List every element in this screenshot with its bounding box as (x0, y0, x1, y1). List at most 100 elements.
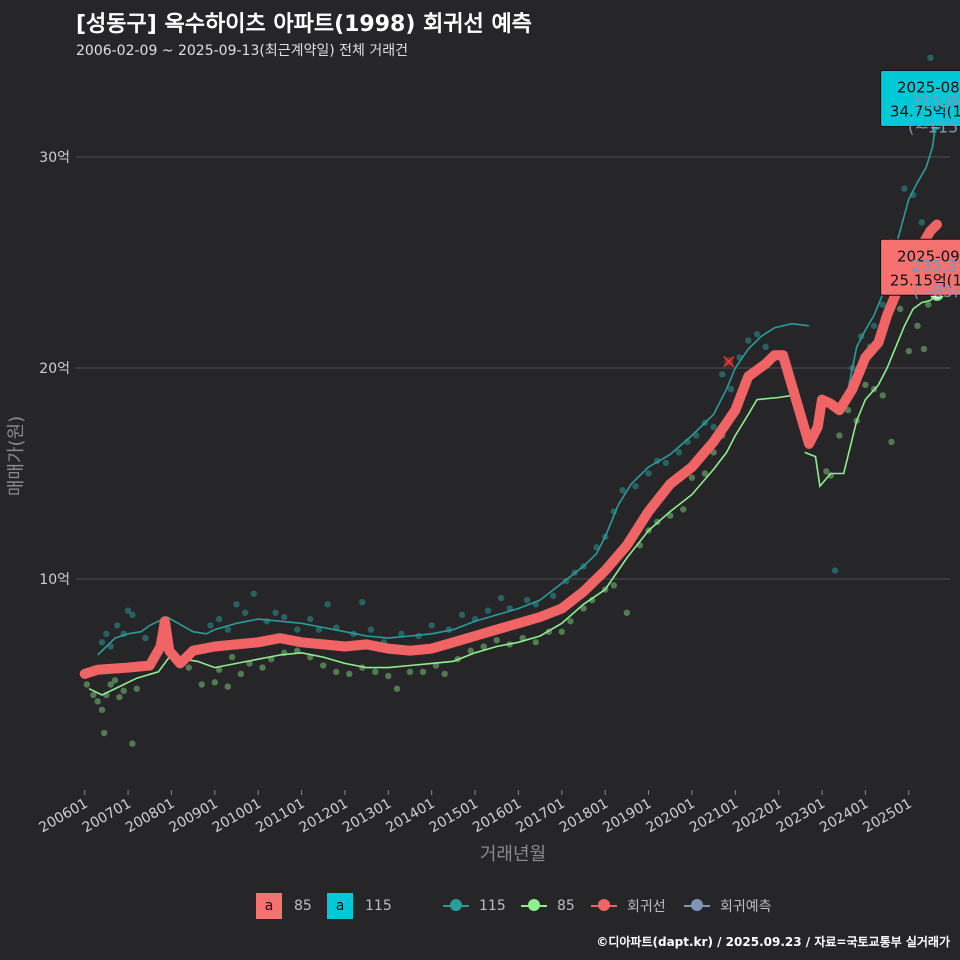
x-axis-title: 거래년월 (480, 844, 546, 865)
scatter-point-85 (393, 685, 401, 692)
scatter-point-115 (870, 322, 878, 329)
scatter-point-85 (90, 691, 97, 699)
scatter-point-85 (224, 683, 232, 690)
scatter-point-115 (241, 609, 249, 616)
x-tick-label: 202101 (687, 796, 741, 837)
scatter-point-115 (215, 615, 223, 623)
x-tick-label: 200601 (36, 796, 90, 837)
outlier-marker (723, 356, 735, 368)
legend-line-regression: 회귀선 (591, 890, 666, 922)
legend-line-label-predict: 회귀예측 (720, 899, 772, 915)
scatter-point-115 (831, 567, 839, 574)
scatter-point-115 (727, 385, 735, 393)
x-tick-label: 201501 (427, 796, 481, 837)
scatter-point-115 (103, 630, 110, 638)
label-box-date: 2025-08-25 (897, 78, 960, 96)
scatter-point-85 (623, 609, 631, 616)
scatter-point-85 (441, 670, 448, 678)
scatter-point-115 (927, 54, 934, 61)
scatter-point-85 (667, 512, 674, 519)
scatter-point-115 (250, 590, 258, 597)
legend-label-115: 115 (365, 898, 392, 914)
x-tick-label: 202301 (774, 796, 828, 837)
scatter-point-115 (458, 611, 466, 619)
scatter-point-115 (645, 470, 652, 477)
scatter-point-85 (844, 406, 852, 414)
scatter-point-85 (925, 301, 932, 308)
scatter-point-85 (914, 322, 921, 329)
scatter-point-115 (207, 622, 214, 629)
scatter-point-115 (719, 371, 726, 378)
x-tick-label: 202501 (861, 796, 915, 837)
label-box-115 (880, 69, 960, 127)
scatter-point-115 (367, 626, 375, 633)
prediction-area-115: (~115㎡) (908, 117, 960, 136)
x-tick-label: 201901 (600, 796, 654, 837)
scatter-point-115 (632, 482, 639, 490)
scatter-point-85 (228, 653, 236, 661)
x-tick-label: 202401 (817, 796, 871, 837)
scatter-point-115 (294, 626, 301, 633)
series-line-85 (804, 293, 938, 488)
scatter-point-85 (905, 347, 912, 355)
legend-line-key-115 (443, 893, 469, 919)
scatter-point-85 (588, 596, 596, 604)
scatter-point-85 (419, 668, 427, 676)
scatter-point-85 (116, 693, 123, 701)
scatter-point-85 (259, 664, 266, 671)
scatter-point-85 (480, 643, 487, 650)
label-box-value: 25.15억(11층) (890, 271, 960, 289)
legend-line-key-85 (521, 893, 547, 919)
scatter-point-115 (879, 301, 886, 308)
scatter-point-85 (701, 470, 709, 477)
label-box-date: 2025-09-10 (897, 247, 960, 265)
scatter-point-85 (519, 634, 526, 642)
scatter-point-85 (346, 670, 353, 678)
scatter-point-85 (98, 706, 106, 714)
scatter-point-85 (558, 628, 565, 635)
scatter-point-115 (675, 449, 683, 456)
scatter-point-115 (272, 609, 279, 616)
chart-title: [성동구] 옥수하이츠 아파트(1998) 회귀선 예측 (76, 12, 532, 37)
scatter-point-115 (233, 601, 240, 608)
regression-line (79, 219, 942, 679)
series-line-115 (97, 322, 810, 656)
scatter-point-85 (198, 681, 205, 688)
scatter-point-85 (120, 687, 127, 695)
scatter-point-85 (823, 468, 830, 475)
x-tick-label: 200901 (167, 796, 221, 837)
scatter-point-115 (142, 634, 149, 642)
scatter-point-115 (359, 598, 366, 606)
scatter-point-115 (662, 459, 670, 467)
y-tick-label: 30억 (39, 150, 70, 166)
x-tick-label: 202201 (730, 796, 784, 837)
scatter-point-85 (567, 617, 574, 625)
scatter-point-115 (745, 337, 752, 344)
scatter-point-115 (315, 626, 323, 633)
scatter-point-115 (324, 601, 331, 608)
scatter-point-85 (879, 392, 886, 399)
scatter-point-115 (918, 219, 926, 226)
series-line-85 (88, 394, 792, 696)
legend-area-115: a 115 (327, 890, 392, 922)
x-tick-label: 201101 (253, 796, 307, 837)
scatter-point-85 (688, 474, 696, 481)
legend-line-label-85: 85 (557, 898, 575, 914)
scatter-point-85 (211, 679, 218, 686)
scatter-point-115 (901, 185, 908, 192)
legend: a 85 a 115 115 85 회귀선 (0, 890, 960, 922)
scatter-point-85 (111, 677, 119, 684)
scatter-point-115 (307, 615, 314, 623)
x-tick-label: 201301 (340, 796, 394, 837)
prediction-area-85: (~85㎡) (913, 282, 960, 301)
scatter-point-115 (762, 343, 769, 351)
scatter-point-85 (385, 672, 392, 680)
chart-canvas: 10억20억30억2006012007012008012009012010012… (6, 54, 960, 865)
y-tick-label: 20억 (39, 361, 70, 377)
scatter-point-85 (94, 698, 101, 705)
legend-line-115: 115 (443, 890, 506, 922)
legend-line-label-regression: 회귀선 (627, 899, 666, 915)
scatter-point-85 (680, 506, 687, 513)
scatter-point-85 (83, 681, 91, 688)
